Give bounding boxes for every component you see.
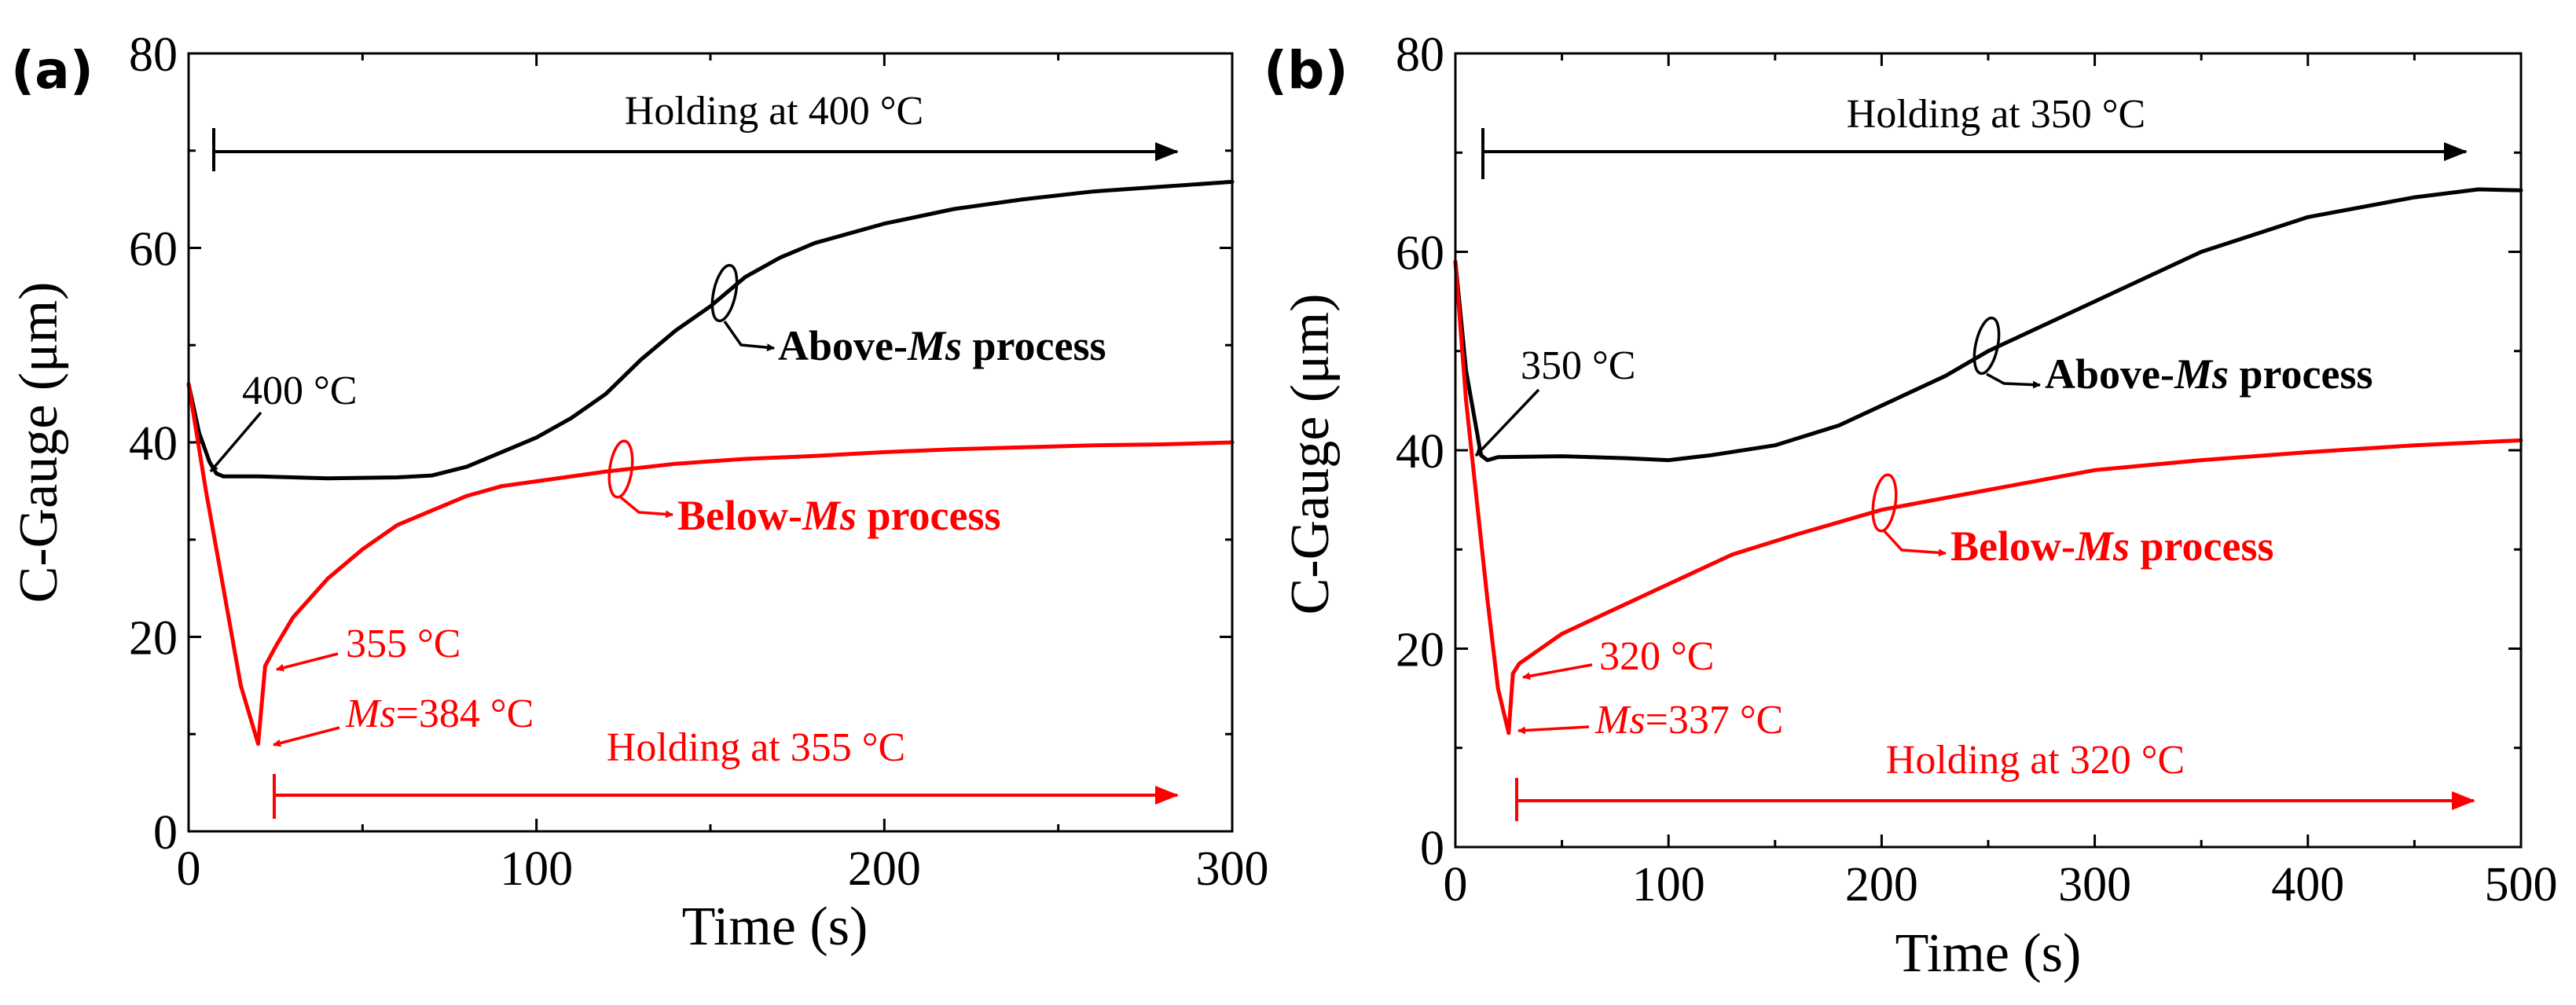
panel-a-temp-below-label: 355 °C: [346, 622, 461, 666]
panel-b-below-pointer: [1883, 530, 1947, 557]
panel-a-series-below-ms-process: [186, 382, 1235, 746]
panel-a: (a) 0 100 200 300 0 20 40 60 80 Time (s) C-Gauge…: [9, 28, 1269, 957]
panel-b-x-tick-label: 500: [2485, 858, 2558, 911]
panel-a-x-tick-label: 100: [500, 842, 573, 896]
panel-b-x-tick-label: 300: [2058, 858, 2131, 911]
panel-b-below-ms-label: Below-Ms process: [1950, 523, 2274, 570]
panel-a-temp-above-arrow: [209, 411, 262, 473]
panel-a-frame: [187, 52, 1234, 833]
panel-b-y-tick-label: 0: [1420, 822, 1444, 875]
panel-a-x-tick-label: 200: [848, 842, 921, 896]
panel-b-frame: [1454, 52, 2523, 849]
panel-a-hold-above-label: Holding at 400 °C: [625, 89, 923, 134]
panel-b-tick-labels: 0 100 200 300 400 500 0 20 40 60 80: [1396, 28, 2558, 911]
panel-a-series-above-ms-process: [186, 179, 1235, 481]
panel-a-y-axis-label: C-Gauge (μm): [9, 282, 69, 603]
panel-a-below-ellipse: [607, 439, 634, 499]
panel-b-temp-above-arrow: [1474, 388, 1540, 457]
panel-b: (b) 0 100 200 300 400 500 0 20 40 60 80 Time (s) C…: [1264, 28, 2558, 984]
panel-b-y-tick-label: 80: [1396, 28, 1444, 82]
panel-a-x-tick-label: 0: [177, 842, 201, 896]
panel-b-ms-label: Ms=337 °C: [1594, 698, 1783, 743]
panel-b-x-tick-label: 200: [1845, 858, 1918, 911]
panel-b-x-tick-label: 100: [1632, 858, 1705, 911]
panel-b-below-ellipse: [1871, 473, 1898, 533]
panel-a-y-tick-label: 0: [153, 806, 178, 860]
panel-a-below-pointer: [619, 496, 673, 519]
panel-a-above-ellipse: [710, 263, 739, 323]
panel-a-series: [186, 179, 1235, 746]
panel-a-y-tick-label: 60: [129, 223, 178, 277]
panel-b-above-ellipse: [1972, 316, 2001, 376]
panel-b-series: [1453, 187, 2523, 735]
panel-b-temp-below-label: 320 °C: [1599, 634, 1714, 679]
panel-b-label: (b): [1264, 40, 1349, 101]
panel-a-below-ms-label: Below-Ms process: [677, 492, 1001, 539]
panel-a-x-axis-label: Time (s): [682, 897, 868, 957]
panel-a-above-ms-label: Above-Ms process: [778, 322, 1106, 369]
panel-b-y-tick-label: 60: [1396, 227, 1444, 281]
panel-b-hold-above-label: Holding at 350 °C: [1847, 92, 2145, 137]
panel-a-x-tick-label: 300: [1196, 842, 1269, 896]
panel-b-ms-arrow: [1517, 725, 1590, 735]
panel-a-y-tick-label: 40: [129, 417, 178, 471]
panel-a-y-tick-label: 80: [129, 28, 178, 82]
panel-b-y-axis-label: C-Gauge (μm): [1280, 294, 1341, 615]
panel-b-hold-below-label: Holding at 320 °C: [1886, 738, 2185, 783]
panel-b-y-tick-label: 40: [1396, 425, 1444, 479]
panel-b-temp-below-arrow: [1522, 663, 1593, 680]
panel-a-ms-arrow: [273, 726, 340, 747]
panel-b-y-tick-label: 20: [1396, 624, 1444, 677]
panel-b-x-tick-label: 0: [1444, 858, 1468, 911]
panel-a-temp-above-label: 400 °C: [242, 369, 357, 413]
panel-b-x-tick-label: 400: [2271, 858, 2344, 911]
panel-a-hold-below-label: Holding at 355 °C: [607, 725, 905, 770]
panel-b-above-ms-label: Above-Ms process: [2045, 350, 2373, 398]
panel-b-series-below-ms-process: [1453, 259, 2523, 735]
panel-a-y-tick-label: 20: [129, 612, 178, 666]
panel-a-above-pointer: [723, 320, 775, 352]
panel-b-x-axis-label: Time (s): [1895, 923, 2082, 984]
panel-a-ms-label: Ms=384 °C: [345, 691, 534, 736]
panel-b-series-above-ms-process: [1453, 187, 2523, 463]
panel-b-above-pointer: [1986, 372, 2041, 389]
panel-b-temp-above-label: 350 °C: [1521, 343, 1635, 388]
panel-a-temp-below-arrow: [276, 652, 339, 672]
panel-a-tick-labels: 0 100 200 300 0 20 40 60 80: [129, 28, 1269, 896]
panel-a-label: (a): [11, 40, 94, 101]
